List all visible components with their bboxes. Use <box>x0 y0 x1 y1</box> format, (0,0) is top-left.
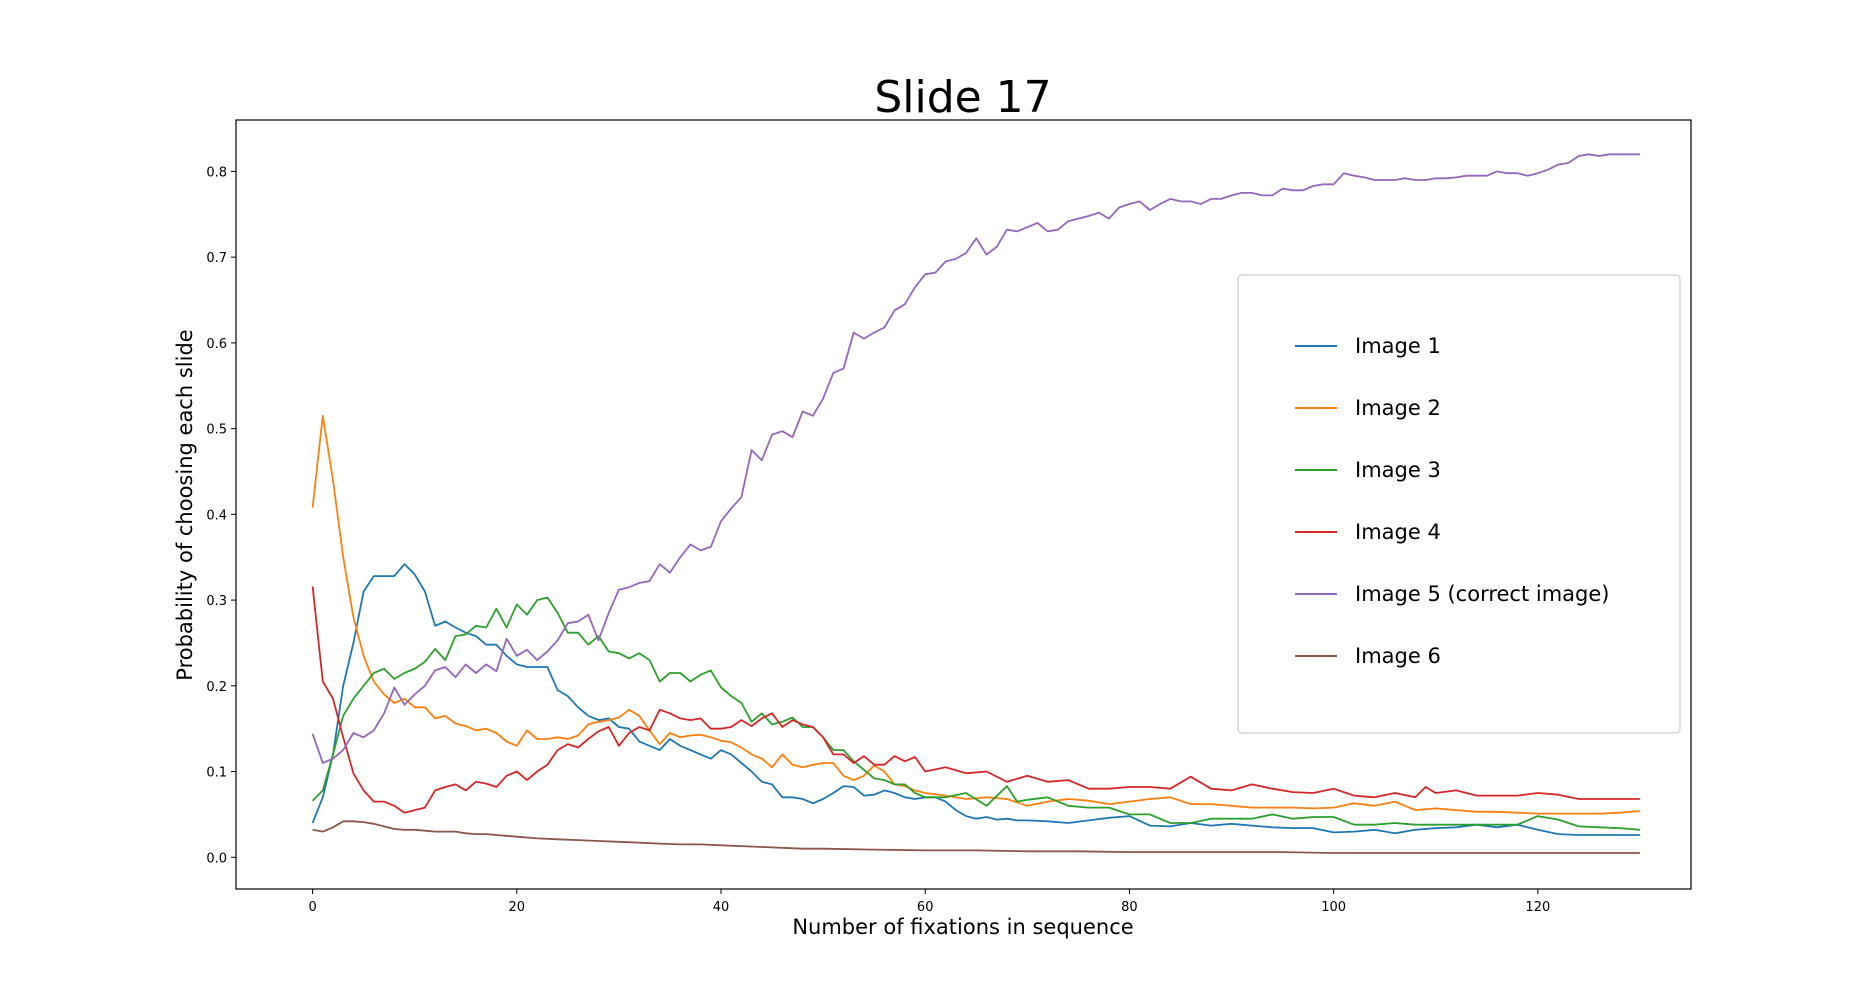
x-tick-label: 20 <box>509 900 526 915</box>
y-tick-label: 0.4 <box>206 508 227 523</box>
y-tick-label: 0.8 <box>206 165 227 180</box>
y-tick-label: 0.7 <box>206 251 227 266</box>
y-tick-label: 0.2 <box>206 680 227 695</box>
y-tick-label: 0.0 <box>206 851 227 866</box>
y-tick-label: 0.5 <box>206 423 227 438</box>
legend-label: Image 2 <box>1355 396 1441 420</box>
series-line-image-1 <box>311 563 1640 836</box>
series-line-image-5 <box>311 153 1640 764</box>
legend-label: Image 3 <box>1355 458 1441 482</box>
x-tick-label: 40 <box>713 900 730 915</box>
y-axis-title: Probability of choosing each slide <box>173 329 197 680</box>
chart-title: Slide 17 <box>874 72 1051 123</box>
legend-frame <box>1237 274 1681 734</box>
y-tick-label: 0.1 <box>206 766 227 781</box>
x-tick-label: 100 <box>1321 900 1346 915</box>
y-tick-label: 0.6 <box>206 337 227 352</box>
series-line-image-4 <box>311 586 1640 814</box>
x-tick-label: 0 <box>308 900 316 915</box>
x-axis-title: Number of fixations in sequence <box>792 915 1133 939</box>
x-axis: 0 20 40 60 80 100 120 <box>308 889 1550 915</box>
series-line-image-6 <box>312 820 1640 854</box>
plot-area <box>311 153 1640 854</box>
legend-label: Image 4 <box>1355 520 1441 544</box>
x-tick-label: 80 <box>1121 900 1138 915</box>
series-line-image-3 <box>311 596 1640 831</box>
y-axis: 0.0 0.1 0.2 0.3 0.4 0.5 0.6 0.7 0.8 <box>206 165 236 866</box>
legend-label: Image 5 (correct image) <box>1355 582 1609 606</box>
x-tick-label: 60 <box>917 900 934 915</box>
legend-label: Image 1 <box>1355 334 1441 358</box>
legend-label: Image 6 <box>1355 644 1441 668</box>
y-tick-label: 0.3 <box>206 594 227 609</box>
plot-frame <box>235 119 1692 890</box>
legend: Image 1 Image 2 Image 3 Image 4 Image 5 (cor… <box>1237 274 1681 734</box>
series-line-image-2 <box>311 414 1640 815</box>
x-tick-label: 120 <box>1525 900 1550 915</box>
